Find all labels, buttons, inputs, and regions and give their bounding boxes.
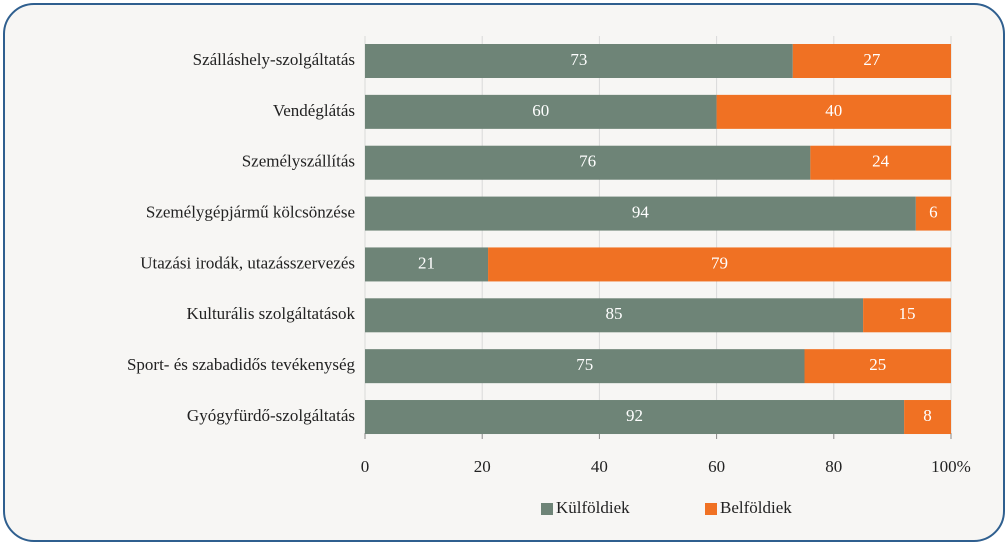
category-label: Személyszállítás [242,152,355,171]
data-label: 15 [899,304,916,323]
legend-swatch [705,503,717,515]
category-label: Vendéglátás [273,101,355,120]
bar-segment [792,44,951,78]
bar-segment [365,400,905,435]
category-label: Szálláshely-szolgáltatás [193,50,355,69]
data-label: 21 [418,253,435,272]
data-label: 60 [532,101,549,120]
data-label: 24 [872,152,890,171]
bar-segment [488,247,951,282]
x-tick-label: 60 [708,457,725,476]
bar-segment [365,44,793,78]
data-label: 40 [825,101,842,120]
bar-segment [863,298,951,333]
data-label: 73 [570,50,587,69]
x-tick-label: 0 [361,457,370,476]
data-label: 6 [929,202,938,221]
x-tick-label: 80 [825,457,842,476]
bar-segment [904,400,951,435]
category-label: Utazási irodák, utazásszervezés [140,253,355,272]
bar-segment [365,298,864,333]
data-label: 76 [579,152,596,171]
category-label: Gyógyfürdő-szolgáltatás [187,406,355,425]
data-label: 94 [632,202,650,221]
x-tick-label: 40 [591,457,608,476]
bar-segment [365,247,489,282]
legend-label: Külföldiek [556,498,630,517]
bar-segment [365,94,717,129]
legend-label: Belföldiek [720,498,792,517]
bar-segment [365,145,811,180]
data-label: 85 [606,304,623,323]
data-label: 8 [923,406,932,425]
bar-segment [365,349,805,384]
category-label: Kulturális szolgáltatások [186,304,355,323]
data-label: 25 [869,355,886,374]
bar-segment [716,94,951,129]
legend-swatch [541,503,553,515]
data-label: 92 [626,406,643,425]
bar-segment [365,196,916,231]
bar-segment [804,349,951,384]
x-tick-label: 100% [931,457,971,476]
bar-segment [915,196,951,231]
data-label: 75 [576,355,593,374]
x-tick-label: 20 [474,457,491,476]
category-label: Sport- és szabadidős tevékenység [127,355,356,374]
bar-segment [810,145,951,180]
data-label: 79 [711,253,728,272]
data-label: 27 [863,50,881,69]
category-label: Személygépjármű kölcsönzése [146,202,355,221]
